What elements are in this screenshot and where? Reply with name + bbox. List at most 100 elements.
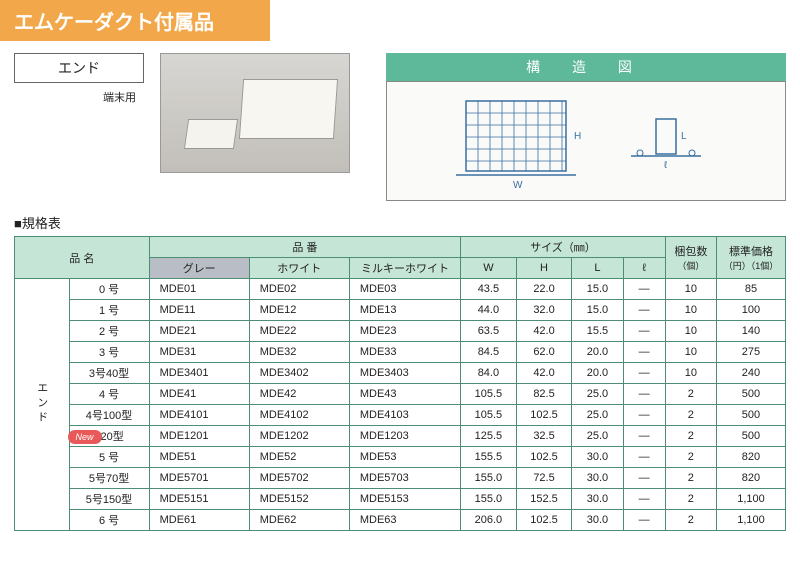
row-name: 4号100型: [69, 405, 149, 426]
cell-c3: MDE4103: [349, 405, 460, 426]
cell-w: 43.5: [461, 279, 517, 300]
cell-c2: MDE4102: [249, 405, 349, 426]
cell-l: 25.0: [572, 405, 623, 426]
top-section: エンド 端末用 構 造 図 H W: [0, 41, 800, 209]
svg-text:ℓ: ℓ: [664, 160, 668, 171]
cell-ell: —: [623, 363, 665, 384]
diagram-side-icon: L ℓ: [626, 111, 726, 171]
cell-pack: 2: [665, 489, 716, 510]
cell-h: 152.5: [516, 489, 572, 510]
cell-w: 105.5: [461, 384, 517, 405]
cell-l: 15.0: [572, 300, 623, 321]
cell-h: 42.0: [516, 321, 572, 342]
page-title: エムケーダクト付属品: [0, 0, 270, 41]
col-size: サイズ（㎜）: [461, 237, 666, 258]
row-name: 6 号: [69, 510, 149, 531]
cell-h: 32.0: [516, 300, 572, 321]
table-row: 2 号MDE21MDE22MDE2363.542.015.5—10140: [15, 321, 786, 342]
cell-l: 30.0: [572, 489, 623, 510]
cell-h: 72.5: [516, 468, 572, 489]
svg-text:H: H: [574, 131, 581, 142]
new-badge: New: [68, 430, 102, 444]
cell-c1: MDE31: [149, 342, 249, 363]
cell-c2: MDE1202: [249, 426, 349, 447]
cell-c3: MDE43: [349, 384, 460, 405]
table-row: 3号40型MDE3401MDE3402MDE340384.042.020.0—1…: [15, 363, 786, 384]
table-row: New120型MDE1201MDE1202MDE1203125.532.525.…: [15, 426, 786, 447]
table-row: 6 号MDE61MDE62MDE63206.0102.530.0—21,100: [15, 510, 786, 531]
cell-pack: 10: [665, 342, 716, 363]
row-name: 5 号: [69, 447, 149, 468]
cell-c2: MDE52: [249, 447, 349, 468]
spec-table-title: ■規格表: [0, 209, 800, 236]
table-row: 4号100型MDE4101MDE4102MDE4103105.5102.525.…: [15, 405, 786, 426]
svg-text:L: L: [681, 131, 687, 142]
cell-w: 155.0: [461, 489, 517, 510]
row-name: 4 号: [69, 384, 149, 405]
cell-ell: —: [623, 405, 665, 426]
cell-l: 30.0: [572, 468, 623, 489]
product-label-column: エンド 端末用: [14, 53, 144, 201]
cell-l: 15.0: [572, 279, 623, 300]
cell-w: 44.0: [461, 300, 517, 321]
cell-w: 155.0: [461, 468, 517, 489]
cell-l: 20.0: [572, 342, 623, 363]
cell-w: 125.5: [461, 426, 517, 447]
cell-c3: MDE03: [349, 279, 460, 300]
table-row: エンド0 号MDE01MDE02MDE0343.522.015.0—1085: [15, 279, 786, 300]
cell-pack: 10: [665, 279, 716, 300]
cell-price: 140: [716, 321, 785, 342]
table-row: 5号150型MDE5151MDE5152MDE5153155.0152.530.…: [15, 489, 786, 510]
cell-h: 62.0: [516, 342, 572, 363]
row-name: 5号150型: [69, 489, 149, 510]
row-name: 1 号: [69, 300, 149, 321]
cell-pack: 10: [665, 363, 716, 384]
cell-w: 84.0: [461, 363, 517, 384]
cell-c2: MDE62: [249, 510, 349, 531]
product-label: エンド: [14, 53, 144, 83]
cell-h: 102.5: [516, 405, 572, 426]
cell-price: 1,100: [716, 489, 785, 510]
cell-l: 30.0: [572, 510, 623, 531]
cell-price: 85: [716, 279, 785, 300]
cell-ell: —: [623, 321, 665, 342]
col-name: 品 名: [15, 237, 150, 279]
cell-c1: MDE21: [149, 321, 249, 342]
product-sub-label: 端末用: [14, 89, 144, 105]
cell-w: 84.5: [461, 342, 517, 363]
cell-l: 20.0: [572, 363, 623, 384]
col-ell: ℓ: [623, 258, 665, 279]
cell-c2: MDE12: [249, 300, 349, 321]
cell-c2: MDE5702: [249, 468, 349, 489]
cell-pack: 10: [665, 321, 716, 342]
cell-c1: MDE1201: [149, 426, 249, 447]
diagram-title: 構 造 図: [386, 53, 786, 81]
table-row: 5号70型MDE5701MDE5702MDE5703155.072.530.0—…: [15, 468, 786, 489]
cell-c2: MDE42: [249, 384, 349, 405]
cell-c1: MDE4101: [149, 405, 249, 426]
cell-ell: —: [623, 342, 665, 363]
cell-price: 500: [716, 384, 785, 405]
cell-l: 15.5: [572, 321, 623, 342]
table-row: 3 号MDE31MDE32MDE3384.562.020.0—10275: [15, 342, 786, 363]
cell-ell: —: [623, 489, 665, 510]
cell-c2: MDE32: [249, 342, 349, 363]
cell-h: 32.5: [516, 426, 572, 447]
cell-l: 25.0: [572, 426, 623, 447]
cell-c3: MDE13: [349, 300, 460, 321]
col-l: L: [572, 258, 623, 279]
cell-c3: MDE3403: [349, 363, 460, 384]
cell-price: 500: [716, 426, 785, 447]
table-row: 5 号MDE51MDE52MDE53155.5102.530.0—2820: [15, 447, 786, 468]
cell-w: 63.5: [461, 321, 517, 342]
cell-c1: MDE5151: [149, 489, 249, 510]
cell-c2: MDE02: [249, 279, 349, 300]
cell-pack: 10: [665, 300, 716, 321]
col-price: 標準価格（円）（1個）: [716, 237, 785, 279]
cell-c3: MDE1203: [349, 426, 460, 447]
row-name: 2 号: [69, 321, 149, 342]
cell-pack: 2: [665, 405, 716, 426]
cell-pack: 2: [665, 510, 716, 531]
group-label: エンド: [34, 382, 50, 425]
cell-price: 240: [716, 363, 785, 384]
